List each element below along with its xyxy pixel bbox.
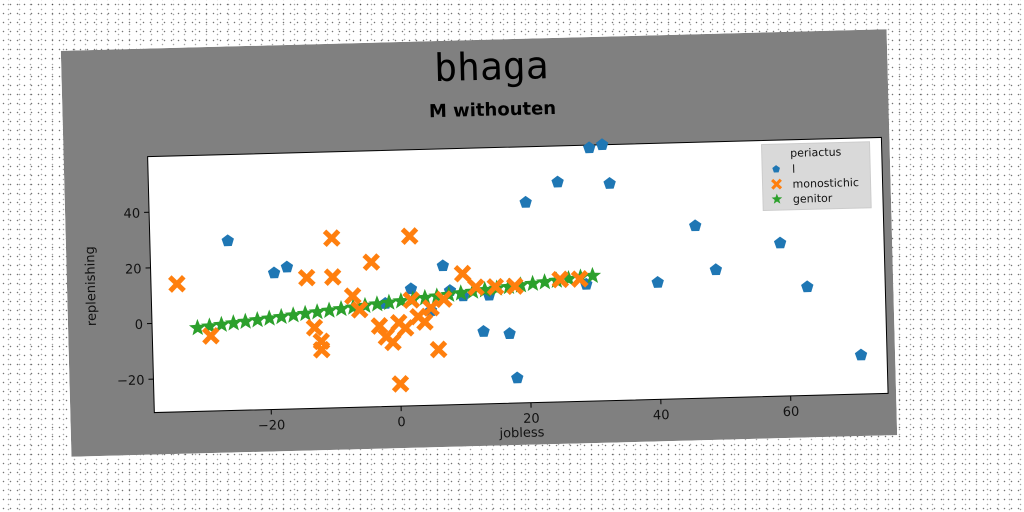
point-pentagon-marker: [280, 260, 294, 273]
legend-label: l: [792, 163, 795, 176]
point-star-marker: [296, 304, 314, 322]
point-star-marker: [332, 299, 350, 317]
x-axis-ticks: −20 0 20 40 60: [258, 395, 800, 434]
point-x-marker: [297, 268, 316, 287]
point-star-marker: [308, 303, 326, 320]
point-star-marker: [583, 266, 602, 284]
point-x-marker: [422, 298, 440, 317]
point-star-marker: [380, 293, 398, 311]
point-pentagon-marker: [511, 371, 524, 384]
legend-marker: [772, 165, 780, 173]
y-tick-label: 0: [135, 318, 144, 333]
point-star-marker: [224, 314, 242, 331]
point-x-marker: [429, 340, 448, 359]
legend-marker: [771, 178, 783, 190]
point-pentagon-marker: [503, 327, 516, 340]
point-x-marker: [305, 318, 324, 337]
point-star-marker: [260, 309, 278, 326]
point-pentagon-marker: [689, 219, 702, 232]
chart-title: bhaga: [434, 43, 550, 90]
x-tick-label: −20: [258, 418, 286, 434]
point-star-marker: [188, 318, 207, 336]
point-x-marker: [467, 278, 485, 297]
legend-box: [761, 141, 872, 212]
point-x-marker: [323, 268, 342, 286]
x-tick-label: 0: [397, 415, 406, 430]
point-star-marker: [524, 274, 542, 292]
y-axis-label: replenishing: [83, 246, 100, 326]
point-x-marker: [343, 287, 362, 305]
point-star-marker: [536, 273, 554, 290]
point-star-marker: [272, 307, 290, 325]
point-x-marker: [384, 333, 402, 352]
y-tick-label: −20: [117, 373, 145, 389]
point-x-marker: [400, 227, 419, 245]
point-star-marker: [368, 295, 386, 312]
point-star-marker: [212, 315, 231, 333]
point-pentagon-marker: [773, 236, 787, 249]
point-star-marker: [284, 306, 302, 323]
chart-figure: bhaga M withouten −20 0 20 40 60 −20 0 20 40 jo…: [60, 29, 898, 457]
point-pentagon-marker: [436, 259, 450, 272]
point-pentagon-marker: [221, 234, 234, 247]
point-x-marker: [350, 300, 369, 319]
point-x-marker: [570, 270, 589, 288]
point-x-marker: [370, 317, 389, 335]
point-x-marker: [434, 290, 453, 309]
point-pentagon-marker: [595, 138, 609, 151]
point-pentagon-marker: [267, 266, 281, 279]
point-star-marker: [236, 312, 254, 330]
point-star-marker: [320, 301, 338, 318]
point-star-marker: [560, 269, 578, 287]
x-axis-label: jobless: [498, 425, 545, 441]
legend-label: monostichic: [792, 176, 859, 191]
point-x-marker: [551, 270, 570, 289]
plot-area: [147, 136, 889, 414]
point-x-marker: [453, 264, 472, 283]
point-pentagon-marker: [404, 282, 418, 295]
point-pentagon-marker: [651, 275, 664, 288]
chart-svg: bhaga M withouten −20 0 20 40 60 −20 0 20 40 jo…: [60, 29, 898, 457]
point-pentagon-marker: [519, 195, 532, 208]
point-pentagon-marker: [551, 175, 564, 188]
point-pentagon-marker: [603, 177, 616, 189]
point-pentagon-marker: [801, 280, 814, 293]
point-x-marker: [362, 253, 381, 272]
point-pentagon-marker: [709, 263, 723, 276]
point-x-marker: [168, 275, 186, 293]
plot-marks: [168, 138, 868, 393]
legend-title: periactus: [790, 145, 842, 159]
point-x-marker: [391, 374, 410, 393]
legend-label: genitor: [793, 192, 833, 206]
y-axis-ticks: −20 0 20 40: [117, 207, 154, 389]
x-tick-label: 60: [783, 405, 800, 420]
point-x-marker: [312, 340, 331, 359]
point-star-marker: [452, 284, 470, 301]
legend-marker: [771, 193, 783, 204]
point-x-marker: [402, 291, 421, 309]
point-pentagon-marker: [583, 141, 596, 154]
point-x-marker: [201, 327, 220, 345]
y-tick-label: 20: [125, 262, 142, 277]
chart-subtitle: M withouten: [429, 98, 557, 122]
point-x-marker: [486, 277, 505, 296]
point-star-marker: [416, 288, 434, 306]
point-star-marker: [248, 311, 266, 328]
x-tick-label: 40: [653, 408, 670, 423]
point-x-marker: [505, 277, 524, 296]
point-x-marker: [396, 319, 415, 337]
point-pentagon-marker: [854, 348, 868, 361]
point-star-marker: [512, 276, 530, 293]
point-pentagon-marker: [477, 325, 490, 337]
point-x-marker: [415, 313, 434, 331]
x-tick-label: 20: [523, 411, 540, 426]
y-tick-label: 40: [123, 207, 140, 222]
point-x-marker: [322, 229, 341, 248]
